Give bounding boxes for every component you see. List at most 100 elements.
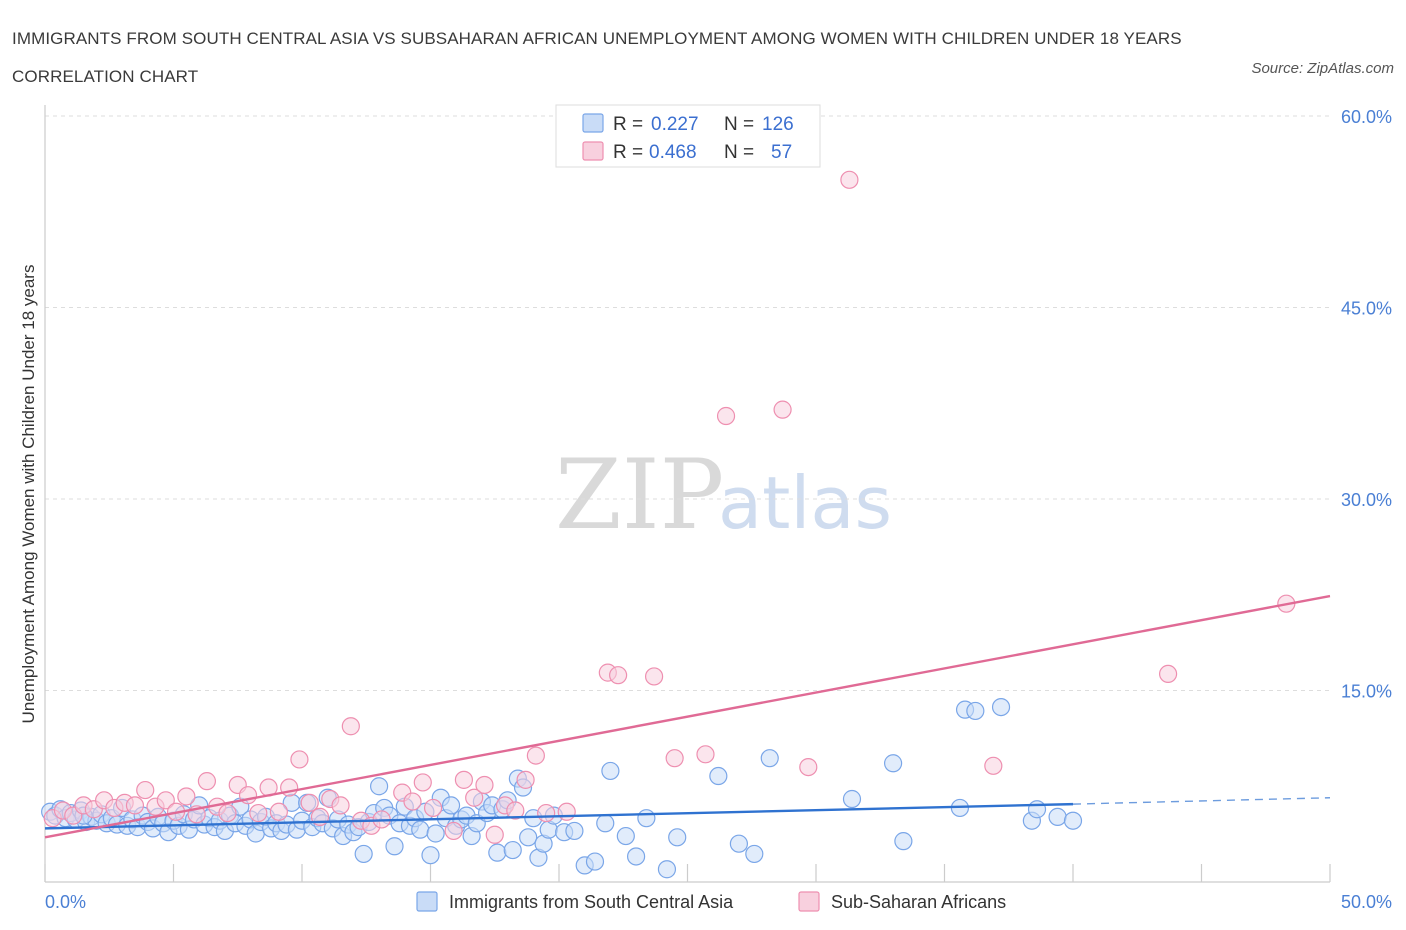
legend-swatch-blue (582, 113, 604, 133)
x-tick-label-max: 50.0% (1341, 892, 1392, 912)
watermark-zip: ZIP (555, 439, 724, 551)
point-sub-saharan-58 (984, 756, 1003, 775)
point-sub-saharan-38 (454, 770, 474, 789)
legend-n-value-1: 126 (762, 114, 794, 135)
point-south-central-asia-113 (760, 749, 779, 768)
gridlines (45, 115, 1330, 691)
point-south-central-asia-104 (601, 761, 620, 781)
point-sub-saharan-24 (290, 750, 309, 769)
point-sub-saharan-29 (341, 717, 360, 736)
point-south-central-asia-87 (488, 843, 507, 862)
point-south-central-asia-61 (354, 844, 373, 864)
trend-lines (44, 594, 1331, 839)
point-south-central-asia-111 (729, 834, 749, 853)
trend-line-extension-south-central-asia (1072, 797, 1331, 805)
point-sub-saharan-17 (218, 803, 237, 823)
point-south-central-asia-90 (503, 840, 522, 860)
series-south-central-asia (41, 697, 1083, 879)
x-axis-ticks (44, 864, 1331, 882)
point-south-central-asia-122 (1027, 800, 1047, 819)
point-south-central-asia-64 (370, 777, 389, 796)
point-sub-saharan-20 (249, 803, 268, 823)
point-sub-saharan-11 (156, 791, 175, 810)
trend-line-south-central-asia (44, 802, 1074, 830)
point-south-central-asia-75 (426, 824, 445, 843)
point-sub-saharan-56 (1158, 664, 1178, 684)
series-sub-saharan-africans (43, 170, 1296, 844)
point-sub-saharan-41 (485, 825, 504, 844)
point-south-central-asia-78 (441, 796, 461, 815)
point-south-central-asia-119 (966, 701, 985, 721)
point-sub-saharan-43 (506, 801, 525, 820)
bottom-legend-label-1: Immigrants from South Central Asia (449, 892, 734, 912)
point-south-central-asia-103 (596, 814, 615, 833)
point-sub-saharan-36 (423, 798, 443, 818)
point-sub-saharan-53 (716, 406, 736, 426)
y-tick-label-45: 45.0% (1341, 299, 1392, 319)
point-sub-saharan-15 (197, 772, 217, 791)
point-south-central-asia-116 (894, 832, 913, 851)
point-south-central-asia-102 (585, 852, 605, 871)
trend-line-sub-saharan (44, 594, 1331, 839)
y-tick-label-60: 60.0% (1341, 107, 1392, 127)
point-sub-saharan-25 (300, 793, 319, 812)
legend-n-label-1: N = (724, 114, 754, 135)
point-sub-saharan-50 (644, 667, 664, 686)
point-south-central-asia-109 (668, 828, 687, 847)
point-south-central-asia-93 (519, 828, 538, 847)
chart-title: IMMIGRANTS FROM SOUTH CENTRAL ASIA VS SU… (12, 29, 1182, 86)
point-south-central-asia-115 (883, 754, 903, 773)
point-sub-saharan-39 (465, 788, 484, 807)
point-sub-saharan-52 (696, 745, 715, 764)
bottom-legend-swatch-pink (798, 891, 820, 912)
point-south-central-asia-114 (842, 789, 862, 809)
point-sub-saharan-40 (475, 775, 494, 795)
point-south-central-asia-123 (1048, 807, 1067, 826)
legend-r-value-1: 0.227 (651, 114, 699, 135)
point-south-central-asia-108 (657, 860, 677, 879)
point-south-central-asia-74 (421, 846, 440, 865)
legend-n-label-2: N = (724, 142, 754, 163)
point-sub-saharan-45 (526, 746, 545, 765)
y-axis-tick-labels: 15.0% 30.0% 45.0% 60.0% (1341, 107, 1392, 702)
y-tick-label-15: 15.0% (1341, 682, 1392, 702)
point-sub-saharan-46 (537, 803, 556, 823)
point-sub-saharan-13 (177, 787, 196, 806)
point-sub-saharan-51 (665, 749, 684, 768)
point-sub-saharan-8 (125, 796, 145, 815)
bottom-legend-label-2: Sub-Saharan Africans (831, 892, 1006, 912)
legend-r-label-1: R = (613, 114, 643, 135)
point-south-central-asia-110 (709, 766, 728, 786)
point-sub-saharan-47 (557, 802, 576, 821)
legend-swatch-pink (582, 141, 604, 161)
point-south-central-asia-100 (565, 821, 584, 841)
point-south-central-asia-67 (385, 837, 404, 856)
point-sub-saharan-54 (773, 400, 792, 419)
point-sub-saharan-34 (403, 792, 422, 811)
source-label: Source: ZipAtlas.com (1251, 60, 1394, 77)
point-south-central-asia-112 (745, 844, 764, 864)
point-sub-saharan-44 (516, 770, 535, 789)
point-south-central-asia-105 (616, 826, 635, 846)
point-sub-saharan-59 (799, 757, 818, 777)
watermark-atlas: atlas (718, 461, 892, 545)
point-sub-saharan-22 (269, 802, 288, 821)
legend-n-value-2: 57 (771, 142, 792, 163)
point-south-central-asia-120 (991, 697, 1011, 717)
point-sub-saharan-37 (444, 821, 463, 841)
point-sub-saharan-35 (413, 773, 432, 792)
correlation-legend: R = 0.227 N = 126 R = 0.468 N = 57 (555, 104, 821, 168)
legend-r-value-2: 0.468 (649, 142, 697, 163)
point-south-central-asia-72 (411, 820, 430, 839)
point-south-central-asia-124 (1063, 811, 1083, 830)
point-south-central-asia-106 (626, 847, 646, 866)
point-sub-saharan-49 (609, 666, 628, 685)
point-south-central-asia-107 (637, 809, 656, 828)
legend-r-label-2: R = (613, 142, 643, 163)
point-sub-saharan-55 (840, 170, 859, 189)
point-sub-saharan-9 (136, 780, 155, 800)
bottom-legend-swatch-blue (416, 891, 438, 912)
y-axis-title: Unemployment Among Women with Children U… (19, 265, 38, 724)
x-tick-label-min: 0.0% (45, 892, 86, 912)
